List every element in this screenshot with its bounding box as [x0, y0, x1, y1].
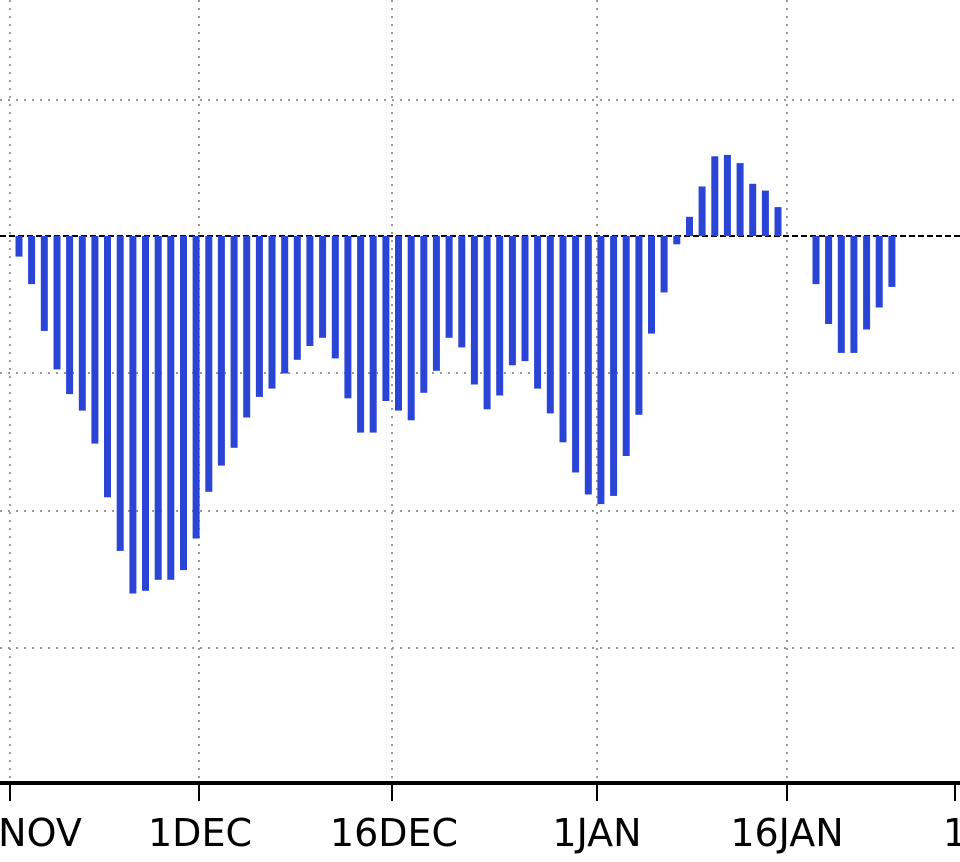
bar: [357, 236, 365, 433]
bar: [331, 236, 339, 359]
bar: [825, 236, 833, 324]
bar: [66, 236, 74, 395]
bar: [104, 236, 111, 498]
bar: [28, 236, 36, 285]
bar: [622, 236, 630, 456]
bar: [496, 236, 504, 396]
bar: [534, 236, 542, 389]
bar: [142, 236, 149, 591]
bar: [774, 207, 782, 236]
x-tick-label: 1DEC: [148, 811, 252, 855]
bar: [875, 236, 883, 308]
bar: [749, 183, 757, 237]
bar: [572, 236, 580, 473]
bar: [15, 236, 23, 257]
bar: [154, 236, 162, 580]
bar: [470, 236, 478, 385]
bar: [635, 236, 643, 415]
bar: [369, 236, 377, 433]
bar: [888, 236, 896, 287]
bar: [686, 216, 693, 237]
x-ticks: [9, 783, 956, 801]
bar: [521, 236, 529, 362]
bar: [395, 236, 402, 411]
bar: [837, 236, 845, 353]
bar: [319, 236, 327, 338]
x-tick-label: 1JAN: [552, 811, 641, 855]
bar: [660, 236, 668, 293]
bar: [91, 236, 99, 444]
bar: [559, 236, 567, 443]
bar: [255, 236, 263, 397]
bar: [268, 236, 276, 389]
bar: [761, 190, 769, 236]
x-tick-labels: NOV 1DEC 16DEC 1JAN 16JAN 1: [0, 811, 960, 855]
x-tick-label: 16JAN: [730, 811, 843, 855]
bar: [40, 236, 48, 331]
bar: [458, 236, 466, 348]
bar: [407, 236, 415, 421]
bar: [711, 156, 719, 237]
bar: [673, 236, 681, 245]
bar: [243, 236, 251, 418]
bar: [306, 236, 314, 346]
bar: [180, 236, 187, 571]
bar: [648, 236, 655, 334]
x-tick-label: 1: [943, 811, 960, 855]
x-tick-label: 16DEC: [330, 811, 458, 855]
bar: [281, 236, 289, 374]
bar: [584, 236, 592, 495]
bar: [736, 163, 744, 236]
bar: [508, 236, 516, 366]
bar: [850, 236, 858, 353]
bar: [129, 236, 137, 594]
bar: [420, 236, 428, 393]
bar: [698, 186, 706, 236]
bar: [116, 236, 124, 551]
bar: [217, 236, 225, 466]
bars: [15, 154, 896, 594]
bar: [192, 236, 200, 539]
bar: [723, 154, 731, 236]
bar: [863, 236, 871, 330]
bar: [812, 236, 820, 285]
bar: [344, 236, 352, 399]
x-tick-label: NOV: [0, 811, 82, 855]
bar: [445, 236, 453, 338]
bar: [483, 236, 491, 410]
bar: [432, 236, 440, 371]
bar: [293, 236, 301, 360]
bar: [230, 236, 238, 448]
bar: [610, 236, 618, 496]
bar: [382, 236, 390, 401]
bar: [546, 236, 554, 414]
bar: [53, 236, 61, 370]
bar: [78, 236, 86, 411]
bar: [597, 236, 605, 505]
bar: [205, 236, 213, 492]
bar: [167, 236, 175, 580]
